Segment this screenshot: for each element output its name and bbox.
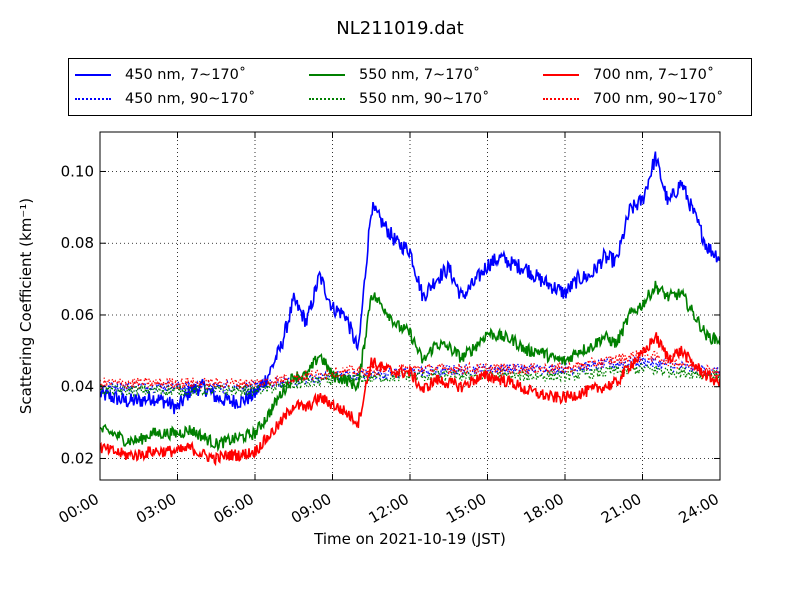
legend-entry-450-full: 450 nm, 7∼170˚ xyxy=(75,65,246,85)
series-line-0 xyxy=(100,151,720,415)
y-tick-label: 0.04 xyxy=(61,378,94,396)
legend-entry-700-back: 700 nm, 90∼170˚ xyxy=(543,89,723,109)
y-tick-label: 0.10 xyxy=(61,162,94,180)
legend-entry-450-back: 450 nm, 90∼170˚ xyxy=(75,89,255,109)
series-line-2 xyxy=(100,280,720,453)
series-line-5 xyxy=(100,349,720,390)
chart-legend: 450 nm, 7∼170˚ 450 nm, 90∼170˚ 550 nm, 7… xyxy=(68,58,752,116)
legend-swatch xyxy=(309,98,345,100)
chart-title: NL211019.dat xyxy=(336,18,464,39)
legend-label: 700 nm, 7∼170˚ xyxy=(593,67,715,83)
legend-entry-550-full: 550 nm, 7∼170˚ xyxy=(309,65,480,85)
legend-swatch xyxy=(309,74,345,76)
legend-label: 450 nm, 90∼170˚ xyxy=(125,91,256,107)
x-tick-label: 03:00 xyxy=(133,490,179,527)
x-tick-label: 15:00 xyxy=(443,490,489,527)
y-tick-label: 0.08 xyxy=(61,234,94,252)
legend-label: 700 nm, 90∼170˚ xyxy=(593,91,724,107)
legend-label: 550 nm, 90∼170˚ xyxy=(359,91,490,107)
x-tick-label: 21:00 xyxy=(598,490,644,527)
legend-entry-700-full: 700 nm, 7∼170˚ xyxy=(543,65,714,85)
legend-label: 450 nm, 7∼170˚ xyxy=(125,67,247,83)
x-tick-label: 12:00 xyxy=(366,490,412,527)
x-tick-label: 18:00 xyxy=(521,490,567,527)
x-tick-label: 24:00 xyxy=(676,490,722,527)
legend-swatch xyxy=(75,98,111,100)
legend-swatch xyxy=(75,74,111,76)
x-axis-label: Time on 2021-10-19 (JST) xyxy=(314,530,506,548)
y-tick-label: 0.02 xyxy=(61,449,94,467)
x-tick-label: 06:00 xyxy=(211,490,257,527)
legend-swatch xyxy=(543,74,579,76)
legend-entry-550-back: 550 nm, 90∼170˚ xyxy=(309,89,489,109)
legend-label: 550 nm, 7∼170˚ xyxy=(359,67,481,83)
x-tick-label: 09:00 xyxy=(288,490,334,527)
x-tick-label: 00:00 xyxy=(56,490,102,527)
y-tick-label: 0.06 xyxy=(61,306,94,324)
y-axis-label: Scattering Coefficient (km⁻¹) xyxy=(17,197,35,415)
legend-swatch xyxy=(543,98,579,100)
series-line-4 xyxy=(100,332,720,467)
